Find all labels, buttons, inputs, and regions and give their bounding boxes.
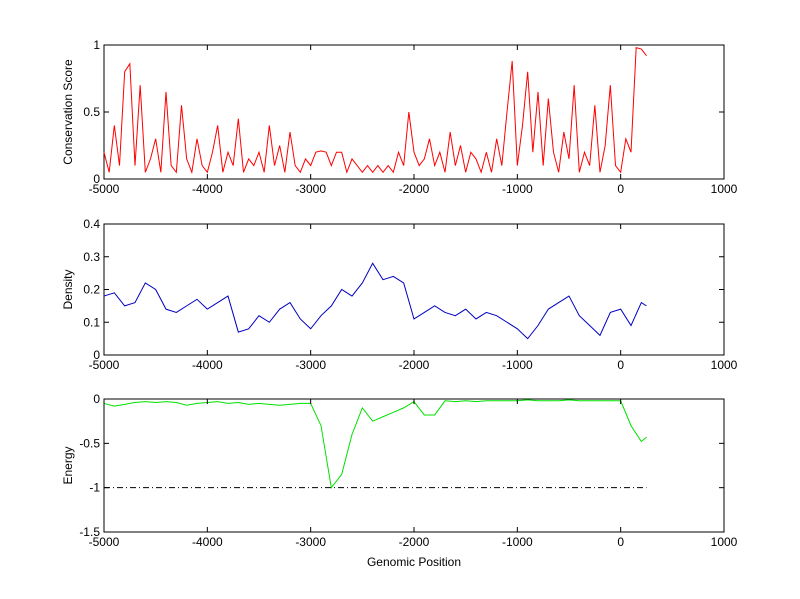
x-tick-label: -5000 [89,358,120,372]
x-tick-label: -3000 [295,535,326,549]
y-tick-label: 0.5 [83,105,100,119]
x-tick-label: -2000 [399,358,430,372]
y-tick-label: 1 [93,38,100,52]
x-tick-label: 0 [617,182,624,196]
x-tick-label: -5000 [89,535,120,549]
x-tick-label: 0 [617,358,624,372]
x-tick-label: -1000 [502,182,533,196]
y-tick-label: -1 [89,481,100,495]
x-tick-label: 1000 [711,182,738,196]
y-axis-label: Density [61,269,75,309]
x-tick-label: -4000 [192,182,223,196]
plot-area [103,44,725,180]
y-axis-label: Conservation Score [61,59,75,165]
x-tick-label: -3000 [295,182,326,196]
plot-area [103,223,725,356]
x-tick-label: -1000 [502,535,533,549]
y-tick-label: 0.3 [83,250,100,264]
y-tick-label: 0 [93,348,100,362]
data-line [103,399,647,489]
data-line [103,47,647,175]
plot-area [103,398,725,533]
x-tick-label: -1000 [502,358,533,372]
data-line [103,262,647,340]
x-tick-label: -4000 [192,535,223,549]
x-tick-label: -2000 [399,182,430,196]
x-tick-label: -3000 [295,358,326,372]
y-axis-label: Energy [61,446,75,484]
x-tick-label: 1000 [711,358,738,372]
y-tick-label: 0.4 [83,217,100,231]
y-tick-label: -1.5 [79,525,100,539]
y-tick-label: -0.5 [79,436,100,450]
x-tick-label: 0 [617,535,624,549]
x-tick-label: 1000 [711,535,738,549]
y-tick-label: 0 [93,172,100,186]
x-axis-label: Genomic Position [367,555,461,569]
y-tick-label: 0.2 [83,283,100,297]
x-tick-label: -5000 [89,182,120,196]
x-tick-label: -2000 [399,535,430,549]
y-tick-label: 0.1 [83,315,100,329]
y-tick-label: 0 [93,392,100,406]
x-tick-label: -4000 [192,358,223,372]
